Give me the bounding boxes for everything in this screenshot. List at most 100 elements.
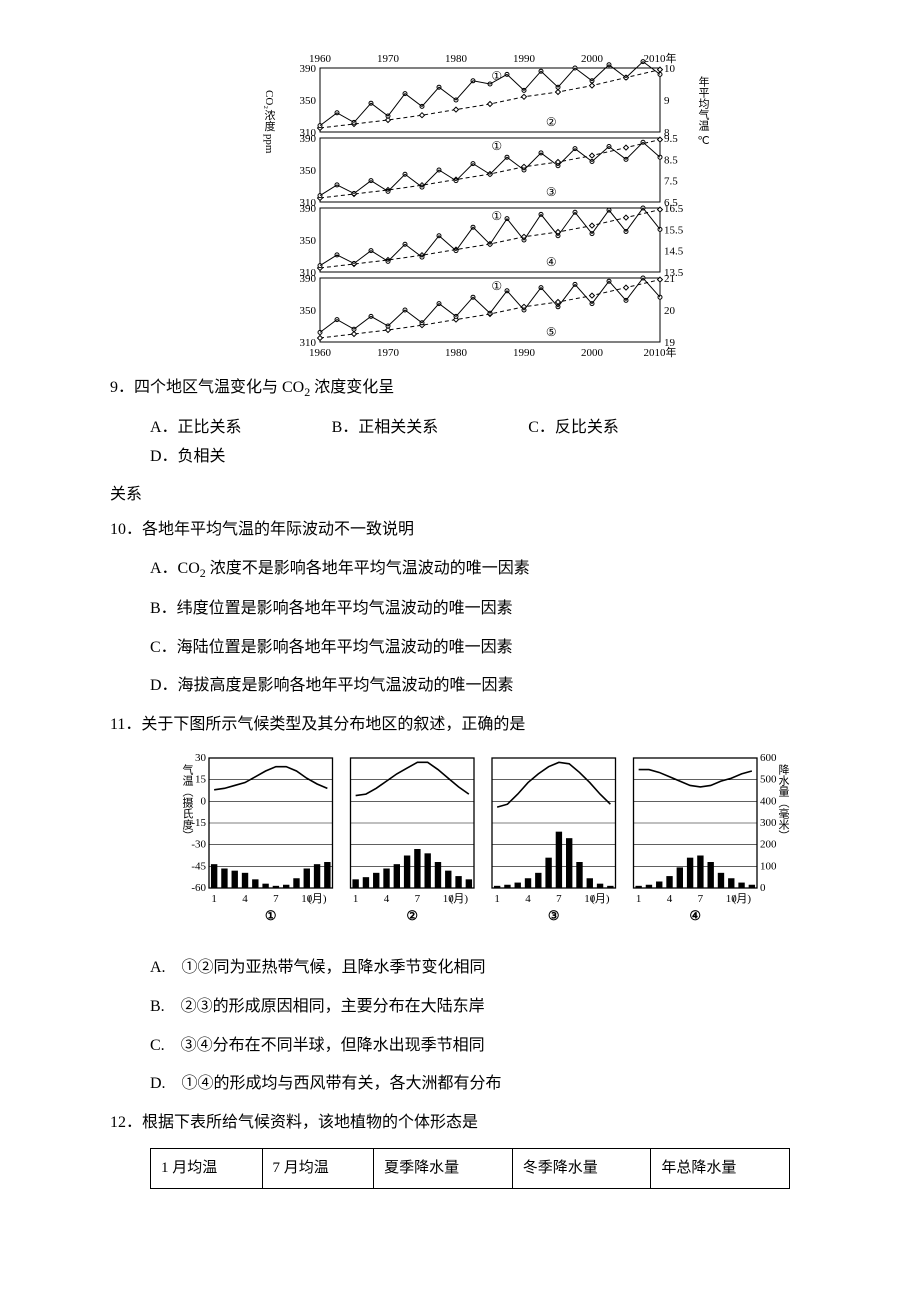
svg-text:1: 1 <box>353 893 359 905</box>
question-9-stem: 9．四个地区气温变化与 CO2 浓度变化呈 <box>110 374 860 404</box>
svg-text:1960: 1960 <box>309 347 332 359</box>
q9-opt-d: D．负相关 <box>150 443 226 472</box>
svg-text:③: ③ <box>546 185 557 199</box>
svg-text:350: 350 <box>300 95 317 107</box>
svg-text:-15: -15 <box>191 817 206 829</box>
svg-text:350: 350 <box>300 165 317 177</box>
svg-text:20: 20 <box>664 305 676 317</box>
table-row: 1 月均温 7 月均温 夏季降水量 冬季降水量 年总降水量 <box>151 1148 790 1188</box>
q11-opt-a: A. ①②同为亚热带气候，且降水季节变化相同 <box>150 954 860 983</box>
svg-text:15: 15 <box>195 774 207 786</box>
svg-text:(月): (月) <box>591 893 610 905</box>
svg-text:②: ② <box>546 115 557 129</box>
svg-text:CO₂浓度 ppm: CO₂浓度 ppm <box>263 90 276 154</box>
question-12-stem: 12．根据下表所给气候资料，该地植物的个体形态是 <box>110 1109 860 1138</box>
svg-text:0: 0 <box>760 882 766 894</box>
svg-text:1970: 1970 <box>377 347 400 359</box>
svg-text:7: 7 <box>556 893 562 905</box>
svg-text:7: 7 <box>698 893 704 905</box>
q9-stem-a: 9．四个地区气温变化与 CO <box>110 379 304 396</box>
svg-text:200: 200 <box>760 839 777 851</box>
q11-opt-c: C. ③④分布在不同半球，但降水出现季节相同 <box>150 1032 860 1061</box>
svg-text:①: ① <box>491 69 502 83</box>
svg-text:7: 7 <box>273 893 279 905</box>
svg-text:⑤: ⑤ <box>546 325 557 339</box>
q10-opt-b: B．纬度位置是影响各地年平均气温波动的唯一因素 <box>150 595 860 624</box>
question-10-stem: 10．各地年平均气温的年际波动不一致说明 <box>110 516 860 545</box>
svg-text:400: 400 <box>760 795 777 807</box>
svg-text:1990: 1990 <box>513 347 536 359</box>
svg-text:4: 4 <box>525 893 531 905</box>
svg-text:1980: 1980 <box>445 53 468 65</box>
svg-text:-30: -30 <box>191 839 206 851</box>
q9-opt-a: A．正比关系 <box>150 414 242 443</box>
svg-text:①: ① <box>491 279 502 293</box>
svg-text:-45: -45 <box>191 860 206 872</box>
q10-opt-a: A．CO2 浓度不是影响各地年平均气温波动的唯一因素 <box>150 555 860 585</box>
svg-text:390: 390 <box>300 203 317 215</box>
svg-text:(月): (月) <box>450 893 469 905</box>
q10-opt-c: C．海陆位置是影响各地年平均气温波动的唯一因素 <box>150 634 860 663</box>
svg-text:100: 100 <box>760 860 777 872</box>
q9-opt-b: B．正相关关系 <box>332 414 439 443</box>
q9-opt-c: C．反比关系 <box>528 414 619 443</box>
q10a-post: 浓度不是影响各地年平均气温波动的唯一因素 <box>206 560 530 577</box>
svg-text:390: 390 <box>300 133 317 145</box>
svg-text:300: 300 <box>760 817 777 829</box>
svg-text:1980: 1980 <box>445 347 468 359</box>
svg-text:9: 9 <box>664 95 670 107</box>
svg-text:1970: 1970 <box>377 53 400 65</box>
svg-text:21: 21 <box>664 273 675 285</box>
question-10-options: A．CO2 浓度不是影响各地年平均气温波动的唯一因素 B．纬度位置是影响各地年平… <box>150 555 860 701</box>
svg-text:①: ① <box>491 209 502 223</box>
svg-text:600: 600 <box>760 752 777 764</box>
q10-opt-d: D．海拔高度是影响各地年平均气温波动的唯一因素 <box>150 672 860 701</box>
svg-text:①: ① <box>265 908 277 923</box>
svg-text:(月): (月) <box>308 893 327 905</box>
svg-text:4: 4 <box>242 893 248 905</box>
svg-text:14.5: 14.5 <box>664 246 684 258</box>
svg-text:8.5: 8.5 <box>664 154 678 166</box>
co2-temp-multiples-figure: 196019701980199020002010年CO₂浓度 ppm年平均气温 … <box>255 50 715 360</box>
svg-text:350: 350 <box>300 305 317 317</box>
svg-text:9.5: 9.5 <box>664 133 678 145</box>
svg-text:④: ④ <box>689 908 701 923</box>
question-11-stem: 11．关于下图所示气候类型及其分布地区的叙述，正确的是 <box>110 711 860 740</box>
svg-text:15.5: 15.5 <box>664 224 684 236</box>
svg-text:390: 390 <box>300 63 317 75</box>
svg-text:1: 1 <box>636 893 642 905</box>
th-4: 冬季降水量 <box>512 1148 651 1188</box>
climograph-row-figure: 气温（摄氏度）降水量（毫米）-60-45-30-150153014710(月)①… <box>175 750 795 940</box>
svg-text:2010年: 2010年 <box>644 345 677 359</box>
q11-opt-b: B. ②③的形成原因相同，主要分布在大陆东岸 <box>150 993 860 1022</box>
svg-text:-60: -60 <box>191 882 206 894</box>
svg-text:500: 500 <box>760 774 777 786</box>
question-11-options: A. ①②同为亚热带气候，且降水季节变化相同 B. ②③的形成原因相同，主要分布… <box>150 954 860 1099</box>
svg-text:②: ② <box>406 908 418 923</box>
q11-opt-d: D. ①④的形成均与西风带有关，各大洲都有分布 <box>150 1070 860 1099</box>
q9-stem-b: 浓度变化呈 <box>310 379 394 396</box>
svg-text:7: 7 <box>415 893 421 905</box>
svg-text:390: 390 <box>300 273 317 285</box>
svg-text:③: ③ <box>548 908 560 923</box>
svg-text:350: 350 <box>300 235 317 247</box>
svg-text:16.5: 16.5 <box>664 203 684 215</box>
svg-text:④: ④ <box>546 255 557 269</box>
th-3: 夏季降水量 <box>374 1148 513 1188</box>
svg-text:7.5: 7.5 <box>664 176 678 188</box>
th-2: 7 月均温 <box>262 1148 374 1188</box>
svg-text:1: 1 <box>494 893 500 905</box>
q10a-pre: A．CO <box>150 560 200 577</box>
th-5: 年总降水量 <box>651 1148 790 1188</box>
svg-text:①: ① <box>491 139 502 153</box>
svg-text:年平均气温 ℃: 年平均气温 ℃ <box>697 75 710 147</box>
svg-text:降水量（毫米）: 降水量（毫米） <box>777 763 790 841</box>
q9-wrap: 关系 <box>110 481 860 510</box>
q12-table: 1 月均温 7 月均温 夏季降水量 冬季降水量 年总降水量 <box>150 1148 790 1189</box>
svg-text:1990: 1990 <box>513 53 536 65</box>
svg-text:(月): (月) <box>733 893 752 905</box>
svg-text:4: 4 <box>384 893 390 905</box>
svg-text:30: 30 <box>195 752 207 764</box>
svg-text:气温（摄氏度）: 气温（摄氏度） <box>181 763 194 841</box>
th-1: 1 月均温 <box>151 1148 263 1188</box>
